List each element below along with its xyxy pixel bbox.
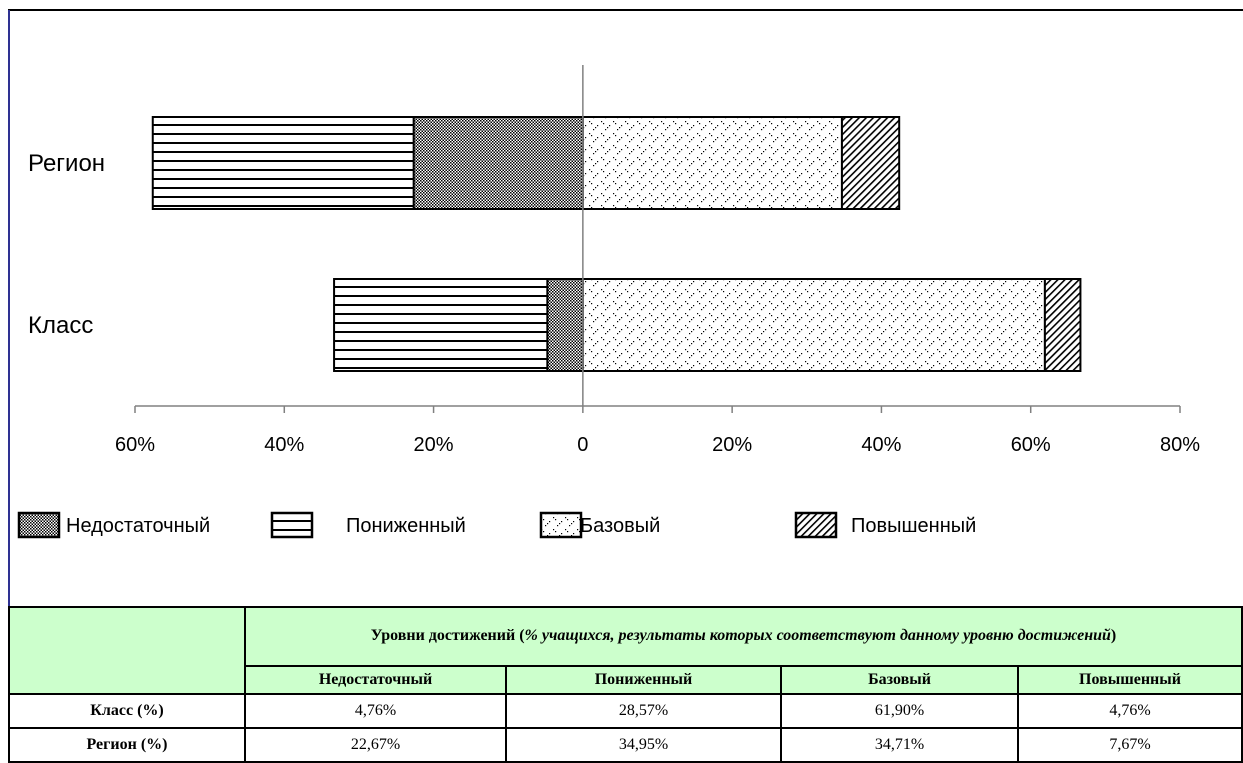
x-tick-label: 40% <box>861 434 901 456</box>
legend-item-пониженный: Пониженный <box>270 511 466 539</box>
bar-класс-недостаточный <box>546 278 584 372</box>
bar-регион-пониженный <box>151 116 415 210</box>
bar-регион-базовый <box>581 116 843 210</box>
legend-item-повышенный: Повышенный <box>794 511 976 539</box>
table-cell: 4,76% <box>1016 693 1243 730</box>
legend-swatch-повышенный <box>794 511 838 539</box>
column-header-ponizhenny: Пониженный <box>505 664 782 696</box>
row-label: Регион (%) <box>8 727 246 763</box>
table-cell: 34,95% <box>505 727 782 763</box>
results-table: Уровни достижений (% учащихся, результат… <box>8 605 1243 763</box>
column-header-nedostatochny: Недостаточный <box>244 664 507 696</box>
x-axis: 60% 40% 20% 0 20% 40% 60% 80% <box>115 65 1200 456</box>
header-main-italic: % учащихся, результаты которых соответст… <box>524 627 1111 645</box>
chart-frame-top-border <box>8 9 1243 11</box>
legend-label-недостаточный: Недостаточный <box>66 515 210 537</box>
x-tick-label: 20% <box>712 434 752 456</box>
x-tick-label: 40% <box>264 434 304 456</box>
bar-регион-повышенный <box>840 116 901 210</box>
header-main-bold: Уровни достижений ( <box>370 627 525 645</box>
x-tick-label: 60% <box>1011 434 1051 456</box>
table-cell: 61,90% <box>780 693 1019 730</box>
table-row-klass: Класс (%) 4,76% 28,57% 61,90% 4,76% <box>8 693 1243 730</box>
x-tick-label: 60% <box>115 434 155 456</box>
bar-класс-повышенный <box>1043 278 1082 372</box>
bar-класс-пониженный <box>333 278 549 372</box>
table-corner-cell <box>8 605 246 696</box>
table-cell: 22,67% <box>244 727 507 763</box>
category-labels: Регион Класс <box>28 150 105 339</box>
bar-регион-недостаточный <box>412 116 584 210</box>
bar-класс-базовый <box>581 278 1046 372</box>
legend: Недостаточный Пониженный Базовый Повышенный <box>17 511 976 539</box>
x-tick-label: 20% <box>414 434 454 456</box>
legend-swatch-недостаточный <box>17 511 61 539</box>
diverging-bar-chart: 60% 40% 20% 0 20% 40% 60% 80% Регион Класс Недос… <box>17 65 1200 539</box>
legend-swatch-пониженный <box>270 511 314 539</box>
x-tick-label: 0 <box>577 434 588 456</box>
legend-swatch-базовый <box>539 511 583 539</box>
legend-label-повышенный: Повышенный <box>851 515 976 537</box>
column-header-povyshenny: Повышенный <box>1016 664 1243 696</box>
legend-item-базовый: Базовый <box>539 511 660 539</box>
legend-label-базовый: Базовый <box>580 515 660 537</box>
bars-layer <box>151 116 1082 372</box>
table-cell: 7,67% <box>1016 727 1243 763</box>
table-cell: 34,71% <box>780 727 1019 763</box>
table-row-region: Регион (%) 22,67% 34,95% 34,71% 7,67% <box>8 727 1243 763</box>
category-label-класс: Класс <box>28 312 93 339</box>
legend-item-недостаточный: Недостаточный <box>17 511 210 539</box>
table-cell: 28,57% <box>505 693 782 730</box>
chart-frame-left-border <box>8 10 10 763</box>
table-main-header: Уровни достижений (% учащихся, результат… <box>243 606 1243 667</box>
x-tick-label: 80% <box>1160 434 1200 456</box>
header-main-close: ) <box>1110 627 1117 645</box>
table-cell: 4,76% <box>244 693 507 730</box>
category-label-регион: Регион <box>28 150 105 177</box>
column-header-bazovy: Базовый <box>780 664 1019 696</box>
legend-label-пониженный: Пониженный <box>346 515 466 537</box>
row-label: Класс (%) <box>8 693 246 730</box>
